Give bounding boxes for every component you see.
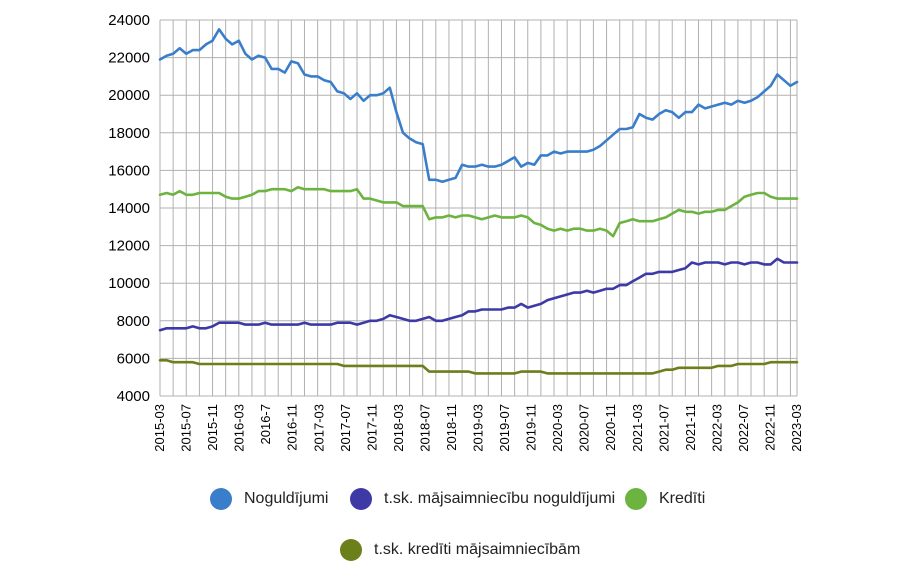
- x-tick-label: 2016-11: [285, 404, 300, 451]
- x-tick-label: 2020-11: [603, 404, 618, 451]
- x-tick-label: 2019-11: [524, 404, 539, 451]
- series-line-1: [158, 257, 799, 332]
- series-line-3: [158, 358, 799, 375]
- x-tick-label: 2019-03: [471, 404, 486, 452]
- y-tick-label: 6000: [117, 350, 150, 367]
- x-tick-label: 2017-11: [364, 404, 379, 451]
- x-tick-label: 2018-03: [391, 404, 406, 452]
- x-tick-label: 2022-03: [709, 404, 724, 452]
- y-tick-label: 20000: [108, 87, 150, 104]
- x-tick-label: 2015-11: [205, 404, 220, 451]
- y-tick-label: 22000: [108, 50, 150, 67]
- x-tick-label: 2015-03: [152, 404, 167, 452]
- y-tick-label: 16000: [108, 162, 150, 179]
- x-tick-label: 2021-03: [630, 404, 645, 452]
- x-tick-label: 2016-03: [232, 404, 247, 452]
- x-axis-tick-labels: 2015-03 2015-07 2015-11 2016-03 2016-7 2016-1…: [152, 404, 804, 452]
- x-tick-label: 2015-07: [179, 404, 194, 452]
- y-tick-label: 14000: [108, 200, 150, 217]
- x-tick-label: 2016-7: [258, 404, 273, 444]
- x-tick-label: 2022-11: [762, 404, 777, 451]
- y-tick-label: 4000: [117, 388, 150, 405]
- grid-lines: [159, 19, 798, 397]
- x-tick-label: 2023-03: [789, 404, 804, 452]
- y-tick-label: 18000: [108, 125, 150, 142]
- x-tick-label: 2021-07: [656, 404, 671, 452]
- y-tick-label: 8000: [117, 313, 150, 330]
- x-tick-label: 2021-11: [683, 404, 698, 451]
- x-tick-label: 2018-07: [417, 404, 432, 452]
- series-line-2: [158, 186, 799, 238]
- series-line-0: [158, 28, 799, 183]
- y-tick-label: 12000: [108, 238, 150, 255]
- x-tick-label: 2020-03: [550, 404, 565, 452]
- x-tick-label: 2017-03: [311, 404, 326, 452]
- y-tick-label: 10000: [108, 275, 150, 292]
- x-tick-label: 2019-07: [497, 404, 512, 452]
- x-tick-label: 2018-11: [444, 404, 459, 451]
- x-tick-label: 2022-07: [736, 404, 751, 452]
- x-tick-label: 2020-07: [577, 404, 592, 452]
- x-tick-label: 2017-07: [338, 404, 353, 452]
- y-tick-label: 24000: [108, 12, 150, 29]
- y-axis-tick-labels: 4000 6000 8000 10000 12000 14000 16000 18000 200…: [108, 12, 150, 405]
- data-series: [158, 28, 799, 375]
